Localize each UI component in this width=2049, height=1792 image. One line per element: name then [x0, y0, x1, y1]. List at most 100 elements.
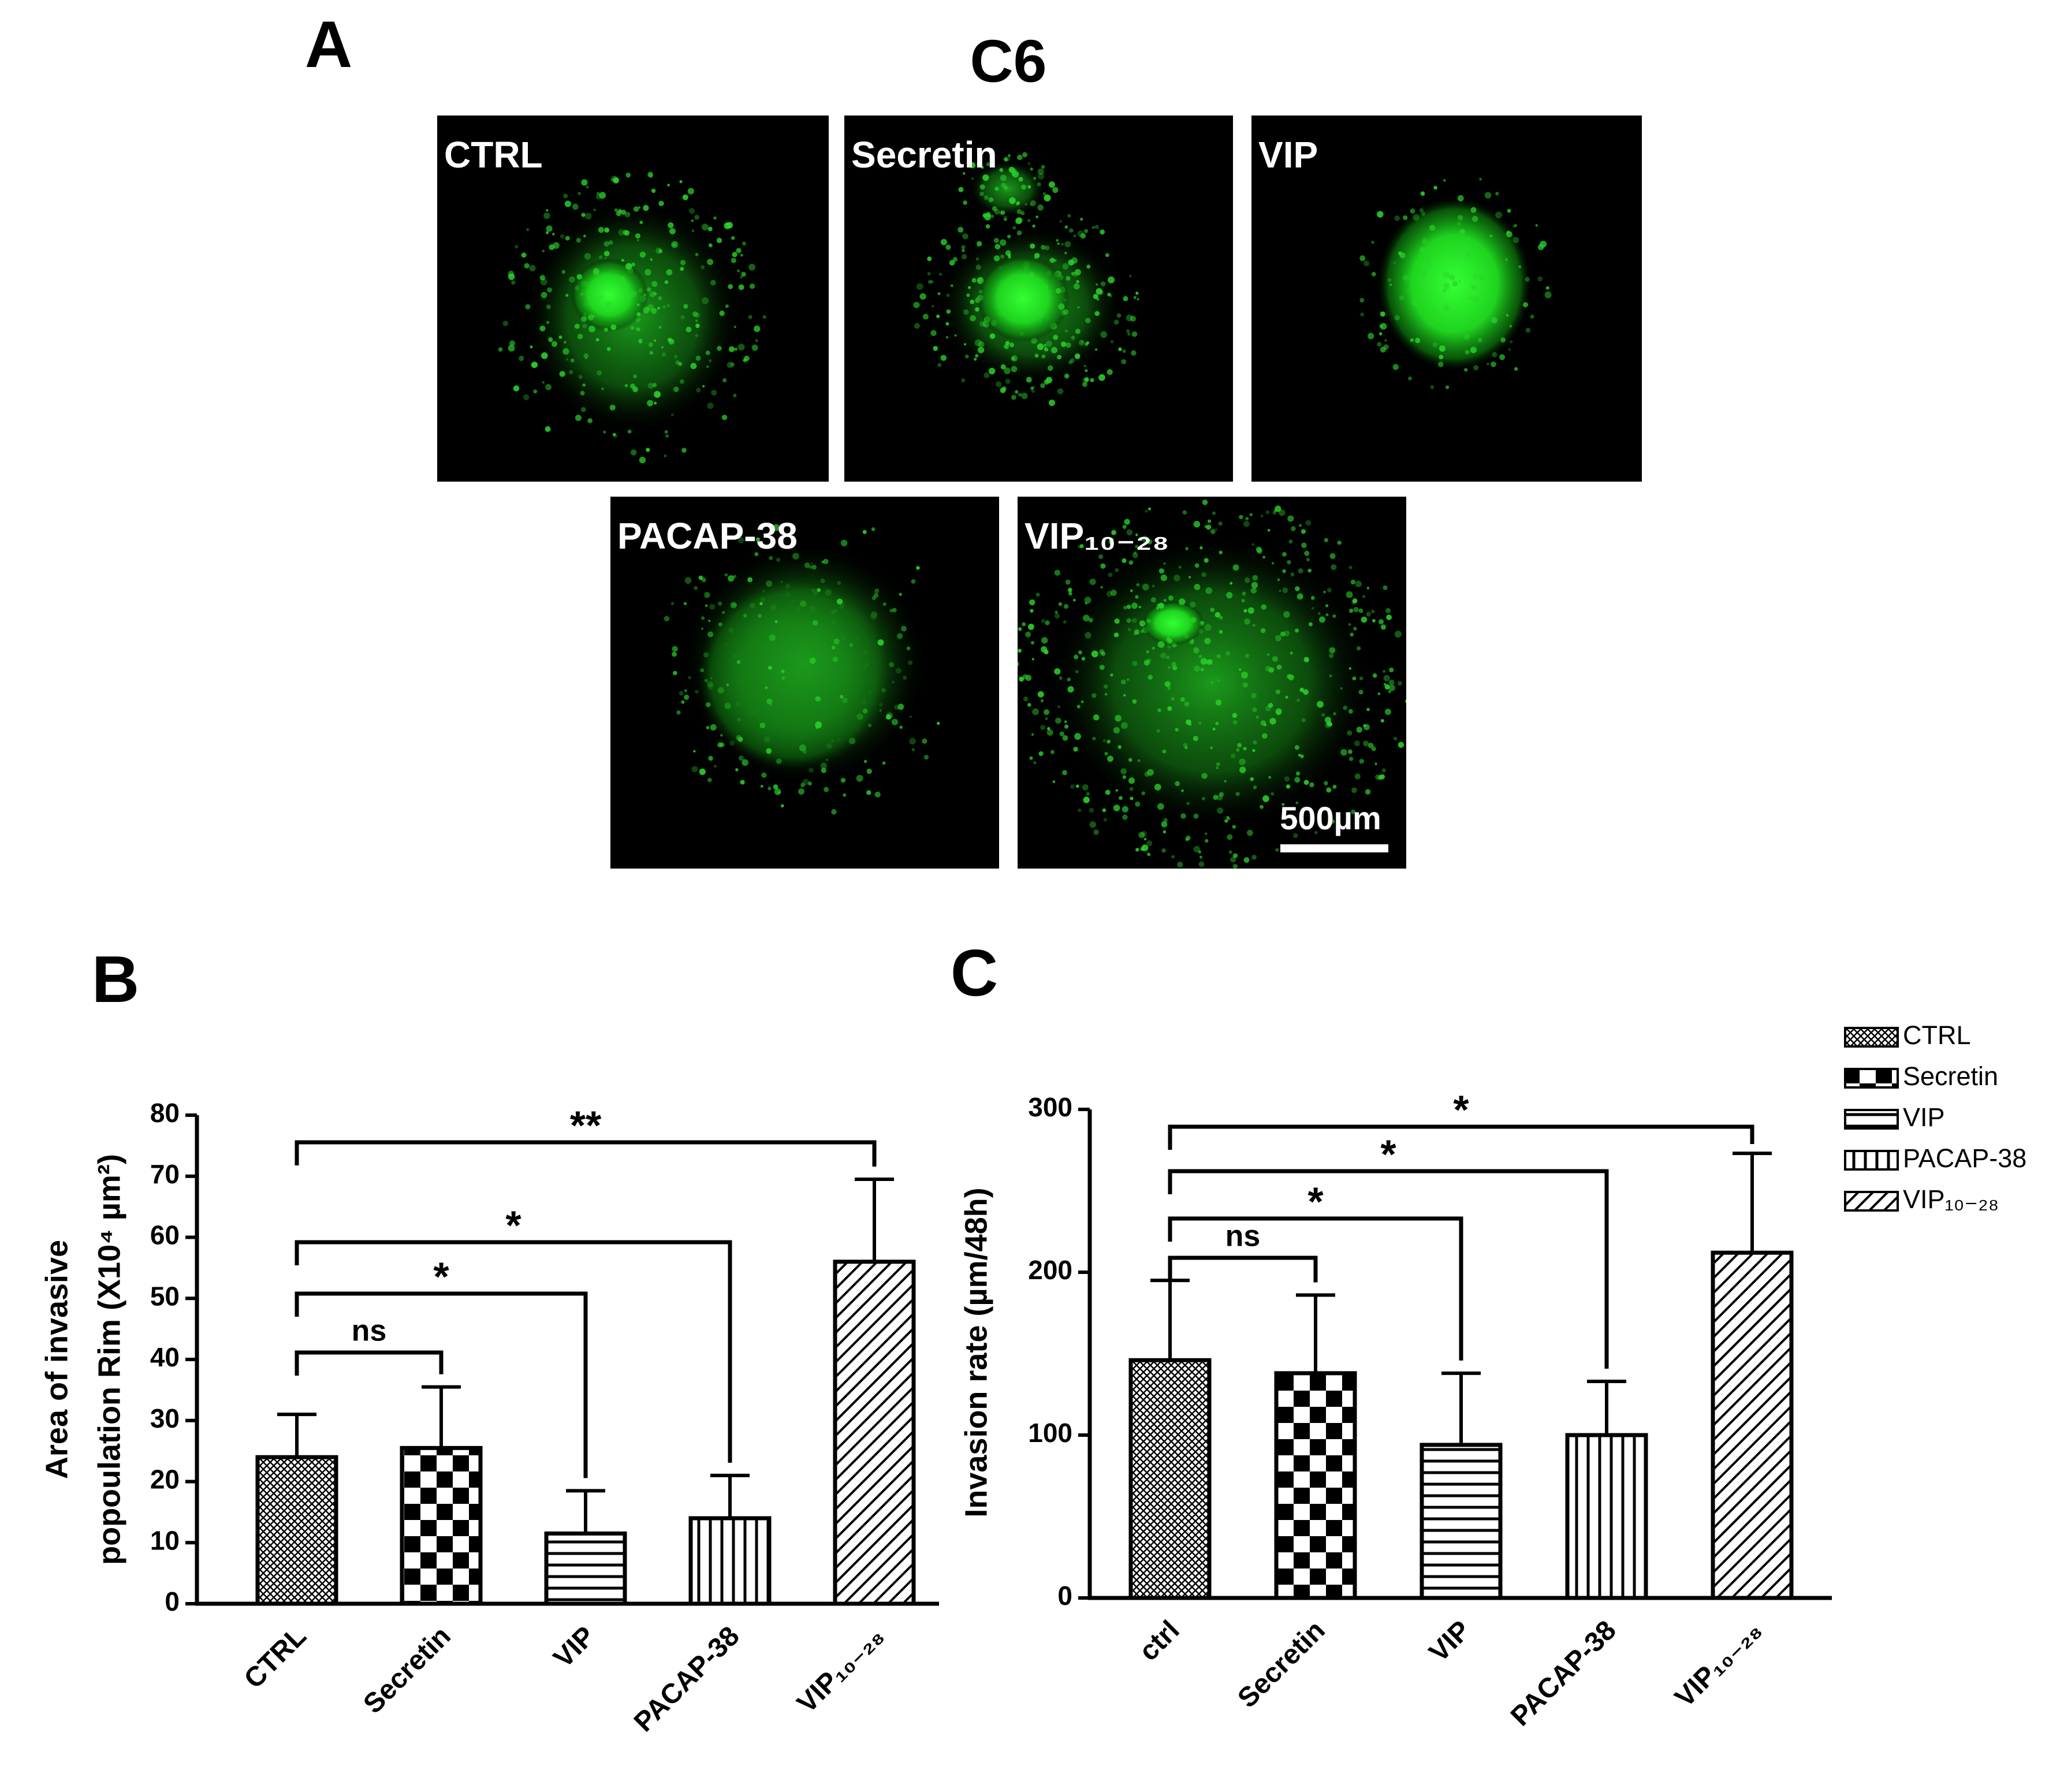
micrograph: VIP: [1251, 116, 1642, 482]
cell-speck: [1135, 533, 1138, 537]
cell-speck: [695, 355, 701, 361]
cell-speck: [627, 429, 632, 434]
cell-speck: [1471, 215, 1478, 222]
cell-speck: [1347, 730, 1353, 736]
cell-speck: [1066, 342, 1071, 348]
cell-speck: [1048, 400, 1055, 407]
cell-speck: [595, 194, 601, 200]
cell-speck: [922, 314, 929, 320]
cell-speck: [1394, 215, 1400, 221]
cell-speck: [631, 290, 638, 297]
y-tick-label: 60: [150, 1220, 180, 1250]
cell-speck: [741, 271, 746, 277]
cell-speck: [1156, 606, 1160, 610]
cell-speck: [580, 292, 583, 296]
cell-speck: [545, 384, 552, 390]
cell-speck: [605, 301, 612, 307]
cell-speck: [762, 315, 766, 319]
cell-speck: [608, 240, 613, 245]
cell-speck: [1091, 650, 1098, 658]
cell-speck: [1138, 832, 1145, 839]
cell-speck: [856, 713, 863, 720]
cell-speck: [1143, 837, 1147, 841]
cell-speck: [669, 228, 676, 234]
cell-speck: [1267, 653, 1270, 656]
cell-speck: [962, 254, 967, 260]
cell-speck: [866, 768, 872, 774]
cell-speck: [1301, 542, 1307, 549]
cell-speck: [1318, 612, 1321, 615]
cell-speck: [1035, 593, 1040, 597]
cell-speck: [1160, 653, 1167, 659]
cell-speck: [1514, 223, 1517, 228]
cell-speck: [963, 200, 967, 205]
cell-speck: [940, 355, 947, 361]
cell-speck: [1122, 349, 1126, 353]
cell-speck: [1038, 173, 1045, 180]
cell-speck: [724, 702, 731, 709]
cell-speck: [680, 315, 685, 320]
micrograph: VIP₁₀₋₂₈: [1018, 497, 1406, 869]
cell-speck: [598, 226, 605, 233]
cell-speck: [1394, 631, 1402, 638]
cell-speck: [1067, 686, 1074, 693]
cell-speck: [1275, 848, 1279, 852]
cell-speck: [1136, 583, 1140, 587]
cell-speck: [719, 310, 725, 316]
cell-speck: [1262, 795, 1269, 802]
cell-speck: [1245, 577, 1250, 583]
cell-speck: [1166, 638, 1172, 644]
cell-speck: [1004, 157, 1008, 162]
cell-speck: [576, 237, 581, 243]
cell-speck: [1275, 635, 1281, 642]
cell-speck: [1070, 784, 1075, 789]
cell-speck: [978, 341, 985, 348]
cell-speck: [962, 249, 965, 252]
cell-speck: [1262, 556, 1265, 559]
cell-speck: [1146, 650, 1149, 654]
cell-speck: [977, 241, 982, 247]
cell-speck: [1099, 665, 1105, 670]
cell-speck: [1067, 587, 1072, 593]
cell-speck: [580, 316, 587, 322]
cell-speck: [619, 276, 625, 282]
cell-speck: [1241, 671, 1249, 679]
cell-speck: [725, 304, 729, 308]
y-tick-label: 50: [150, 1281, 180, 1311]
cell-speck: [954, 334, 957, 337]
cell-speck: [1247, 829, 1253, 836]
cell-speck: [549, 244, 555, 251]
cell-speck: [1380, 311, 1385, 317]
scale-bar-label: 500µm: [1280, 800, 1381, 836]
cell-speck: [1172, 665, 1178, 670]
cell-speck: [736, 248, 742, 254]
cell-speck: [1075, 329, 1081, 334]
cell-speck: [1063, 309, 1069, 315]
cell-speck: [1168, 639, 1173, 644]
cell-speck: [694, 586, 698, 590]
cell-speck: [616, 211, 621, 217]
cell-speck: [1064, 241, 1071, 248]
cell-speck: [1458, 280, 1462, 282]
y-tick-label: 0: [165, 1586, 180, 1616]
cell-speck: [962, 172, 966, 175]
cell-speck: [1085, 318, 1091, 323]
cell-speck: [1078, 340, 1085, 346]
cell-speck: [498, 347, 503, 352]
cell-speck: [542, 249, 545, 252]
cell-speck: [1119, 796, 1123, 800]
cell-speck: [1508, 348, 1511, 351]
cell-speck: [1168, 595, 1173, 601]
cell-speck: [1307, 568, 1312, 573]
cell-speck: [1171, 697, 1175, 701]
cell-speck: [728, 346, 735, 352]
cell-speck: [780, 804, 784, 808]
cell-speck: [651, 308, 657, 314]
cell-speck: [989, 154, 993, 157]
cell-speck: [1282, 587, 1288, 593]
cell-speck: [1415, 337, 1421, 344]
legend-swatch: [1844, 1191, 1899, 1212]
cell-speck: [1371, 609, 1375, 613]
cell-speck: [1080, 340, 1084, 344]
cell-speck: [1343, 705, 1348, 710]
